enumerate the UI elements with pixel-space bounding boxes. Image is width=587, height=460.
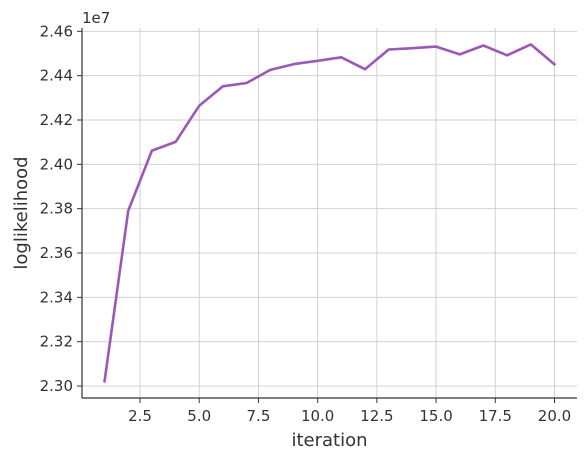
x-tick-label: 2.5 bbox=[128, 407, 152, 425]
y-tick-label: 2.42 bbox=[40, 111, 73, 129]
x-tick-label: 17.5 bbox=[479, 407, 512, 425]
ticks: 2.5 5.0 7.5 10.0 12.5 15.0 17.5 20.0 2.30 2.32 2.3… bbox=[40, 22, 572, 425]
axes bbox=[81, 28, 577, 399]
y-tick-label: 2.40 bbox=[40, 155, 73, 173]
series-line bbox=[103, 43, 556, 383]
y-tick-label: 2.32 bbox=[40, 333, 73, 351]
y-tick-label: 2.38 bbox=[40, 200, 73, 218]
y-tick-label: 2.30 bbox=[40, 377, 73, 395]
y-tick-label: 2.46 bbox=[40, 22, 73, 40]
x-tick-label: 10.0 bbox=[301, 407, 334, 425]
grid bbox=[82, 28, 577, 398]
x-tick-label: 7.5 bbox=[247, 407, 271, 425]
x-tick-label: 5.0 bbox=[187, 407, 211, 425]
y-axis-label: loglikelihood bbox=[11, 156, 32, 269]
series-layer bbox=[103, 43, 556, 383]
y-tick-label: 2.34 bbox=[40, 288, 73, 306]
x-tick-label: 12.5 bbox=[360, 407, 393, 425]
x-axis-label: iteration bbox=[291, 430, 367, 451]
x-tick-label: 20.0 bbox=[538, 407, 571, 425]
y-offset-label: 1e7 bbox=[82, 9, 110, 27]
y-tick-label: 2.44 bbox=[40, 67, 73, 85]
x-tick-label: 15.0 bbox=[419, 407, 452, 425]
y-tick-label: 2.36 bbox=[40, 244, 73, 262]
